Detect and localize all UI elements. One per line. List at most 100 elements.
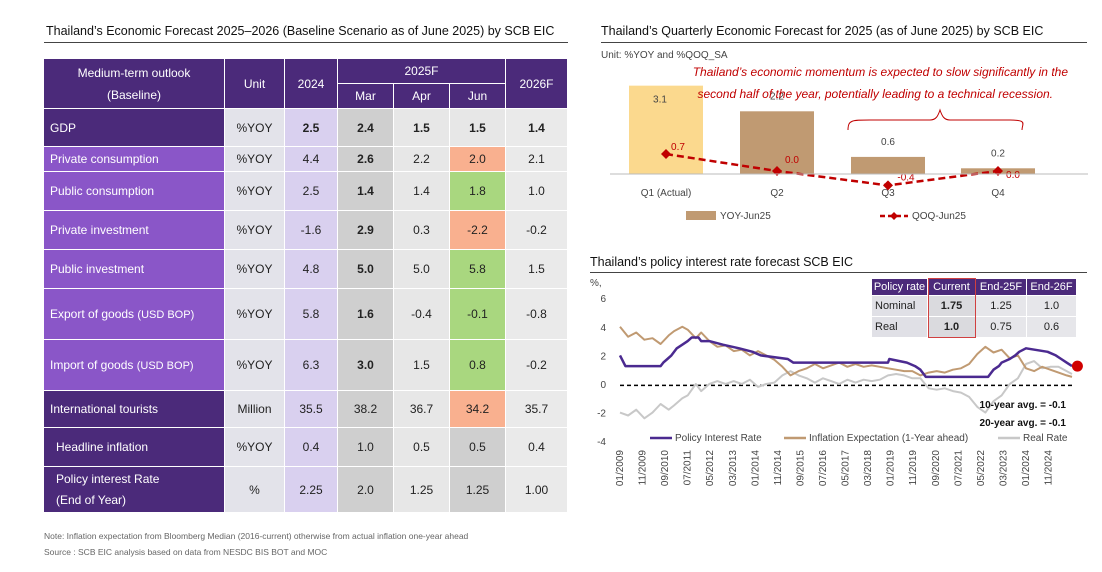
inflation-expectation-line — [619, 325, 1073, 378]
x-tick-label: 11/2024 — [1044, 450, 1055, 486]
cell-2026: 1.00 — [505, 466, 568, 513]
rate-cell-end26: 1.0 — [1026, 295, 1077, 317]
header-outlook-line2: (Baseline) — [106, 87, 162, 102]
legend-policy-label: Policy Interest Rate — [675, 433, 762, 444]
table-row: Policy interest Rate (End of Year) % 2.2… — [43, 466, 568, 513]
cell-apr: -0.4 — [393, 288, 450, 340]
cell-2024: 2.5 — [284, 108, 338, 147]
cell-unit: %YOY — [224, 427, 285, 467]
cell-2026: 35.7 — [505, 390, 568, 428]
legend-yoy-swatch — [686, 211, 716, 220]
yoy-bar-label: 0.2 — [991, 148, 1005, 159]
table-row: Real 1.0 0.75 0.6 — [871, 316, 1077, 338]
rate-cell-end25: 1.25 — [975, 295, 1027, 317]
yoy-bar — [851, 156, 925, 174]
table-row: Private consumption %YOY 4.4 2.6 2.2 2.0… — [43, 146, 568, 172]
cell-jun-upgrade: 0.8 — [449, 339, 506, 391]
x-tick-label: 07/2011 — [683, 450, 694, 486]
yoy-bar-label: 2.2 — [770, 91, 784, 102]
header-outlook-line1: Medium-term outlook — [77, 65, 191, 80]
cell-mar: 1.6 — [337, 288, 394, 340]
cell-apr: 1.5 — [393, 339, 450, 391]
yoy-bar-label: 0.6 — [881, 137, 895, 148]
quarter-tick-label: Q2 — [770, 188, 784, 199]
quarterly-unit-label: Unit: %YOY and %QOQ_SA — [601, 50, 728, 61]
cell-apr: 2.2 — [393, 146, 450, 172]
x-tick-label: 03/2018 — [863, 450, 874, 487]
left-title-underline — [44, 42, 568, 43]
x-tick-label: 11/2009 — [638, 450, 649, 486]
rate-cell-end26: 0.6 — [1026, 316, 1077, 338]
x-tick-label: 01/2014 — [750, 450, 761, 487]
legend-real-label: Real Rate — [1023, 433, 1068, 444]
row-label-text: Policy interest Rate — [56, 471, 160, 486]
cell-mar: 2.0 — [337, 466, 394, 513]
cell-jun: 1.5 — [449, 108, 506, 147]
row-label-export-goods: Export of goods (USD BOP) — [43, 288, 225, 340]
cell-2024: -1.6 — [284, 210, 338, 250]
y-tick-label: 4 — [600, 323, 606, 334]
qoq-marker — [661, 149, 671, 160]
x-tick-label: 03/2023 — [998, 450, 1009, 487]
cell-jun-downgrade: 34.2 — [449, 390, 506, 428]
x-tick-label: 07/2016 — [818, 450, 829, 487]
cell-2026: -0.8 — [505, 288, 568, 340]
table-row: Public investment %YOY 4.8 5.0 5.0 5.8 1… — [43, 249, 568, 289]
cell-mar: 3.0 — [337, 339, 394, 391]
yoy-bar — [740, 111, 814, 174]
row-label-sub: (USD BOP) — [137, 309, 195, 321]
cell-apr: 0.5 — [393, 427, 450, 467]
quarterly-annotation-line2: second half of the year, potentially lea… — [697, 87, 1053, 101]
policy-rate-table: Policy rate Current End-25F End-26F Nomi… — [871, 278, 1077, 338]
cell-jun-upgrade: 5.8 — [449, 249, 506, 289]
cell-unit: %YOY — [224, 146, 285, 172]
quarterly-chart-title: Thailand’s Quarterly Economic Forecast f… — [601, 24, 1044, 38]
cell-2024: 4.4 — [284, 146, 338, 172]
qoq-value-label: -0.4 — [897, 172, 915, 183]
cell-2024: 6.3 — [284, 339, 338, 391]
x-tick-label: 03/2013 — [728, 450, 739, 487]
qoq-value-label: 0.0 — [785, 155, 799, 166]
qoq-value-label: 0.0 — [1006, 170, 1020, 181]
forecast-table-title: Thailand’s Economic Forecast 2025–2026 (… — [46, 24, 555, 38]
rate-head-policy: Policy rate — [871, 278, 928, 296]
cell-2026: -0.2 — [505, 339, 568, 391]
x-tick-label: 01/2009 — [615, 450, 626, 487]
cell-unit: %YOY — [224, 339, 285, 391]
cell-mar: 38.2 — [337, 390, 394, 428]
cell-2024: 2.5 — [284, 171, 338, 211]
header-2026f: 2026F — [505, 58, 568, 109]
x-tick-label: 09/2015 — [795, 450, 806, 487]
quarter-tick-label: Q1 (Actual) — [641, 188, 692, 199]
rate-head-current: Current — [927, 278, 976, 296]
table-row: Private investment %YOY -1.6 2.9 0.3 -2.… — [43, 210, 568, 250]
row-label-tourists: International tourists — [43, 390, 225, 428]
table-row: Import of goods (USD BOP) %YOY 6.3 3.0 1… — [43, 339, 568, 391]
row-label-private-consumption: Private consumption — [43, 146, 225, 172]
legend-yoy-label: YOY-Jun25 — [720, 211, 771, 222]
header-mar: Mar — [337, 83, 394, 109]
table-row: Export of goods (USD BOP) %YOY 5.8 1.6 -… — [43, 288, 568, 340]
header-2024: 2024 — [284, 58, 338, 109]
y-tick-label: 6 — [600, 294, 606, 305]
rate-head-end26: End-26F — [1026, 278, 1077, 296]
y-tick-label: -2 — [597, 409, 606, 420]
footnote: Note: Inflation expectation from Bloombe… — [44, 531, 469, 541]
legend-qoq-label: QOQ-Jun25 — [912, 211, 966, 222]
qoq-value-label: 0.7 — [671, 142, 685, 153]
cell-unit: %YOY — [224, 171, 285, 211]
quarterly-annotation-line1: Thailand’s economic momentum is expected… — [693, 65, 1069, 79]
cell-unit: Million — [224, 390, 285, 428]
table-row: Headline inflation %YOY 0.4 1.0 0.5 0.5 … — [43, 427, 568, 467]
y-tick-label: 2 — [600, 351, 606, 362]
table-row: Nominal 1.75 1.25 1.0 — [871, 295, 1077, 317]
cell-2026: 1.0 — [505, 171, 568, 211]
quarter-tick-label: Q4 — [991, 188, 1005, 199]
policy-rate-line — [618, 336, 1073, 379]
rate-row-label: Real — [871, 316, 928, 338]
policy-y-unit: %, — [590, 278, 602, 289]
table-row: Public consumption %YOY 2.5 1.4 1.4 1.8 … — [43, 171, 568, 211]
x-tick-label: 09/2020 — [931, 450, 942, 487]
